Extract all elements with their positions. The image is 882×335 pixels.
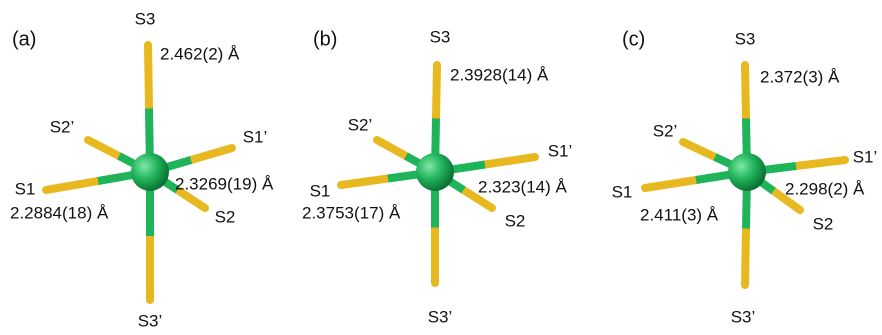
atom-label: S3 (135, 9, 156, 28)
bond-outer (645, 180, 696, 188)
bond-length: 2.411(3) Å (640, 205, 719, 224)
bond-outer (341, 179, 388, 186)
metal-atom (416, 153, 454, 191)
panel-label: (c) (622, 28, 645, 50)
atom-label: S3’ (731, 307, 756, 326)
bond-length: 2.372(3) Å (760, 67, 840, 86)
atom-label: S3 (430, 27, 451, 46)
bond-length: 2.3753(17) Å (302, 203, 401, 222)
atom-label: S3 (735, 29, 756, 48)
bond-length: 2.462(2) Å (160, 44, 240, 63)
atom-label: S1 (15, 179, 36, 198)
atom-label: S2 (505, 211, 526, 230)
bond-outer (88, 140, 119, 156)
figure: (a) S3 S2’ S1’ S1 S2 S3’ 2.462(2) Å 2.3269(19) Å… (0, 0, 882, 335)
bond-outer (377, 140, 406, 156)
atom-label: S1 (310, 181, 331, 200)
bond-length: 2.2884(18) Å (10, 203, 109, 222)
bond-length: 2.3928(14) Å (450, 65, 549, 84)
atom-label: S2 (813, 214, 834, 233)
panel-label: (a) (12, 28, 36, 50)
atom-label: S2 (215, 207, 236, 226)
panel-label: (b) (313, 28, 337, 50)
bond-outer (485, 157, 535, 165)
atom-label: S1’ (548, 141, 573, 160)
bond-length: 2.298(2) Å (785, 179, 865, 198)
bond-outer (46, 181, 98, 190)
atom-label: S1’ (243, 127, 268, 146)
atom-label: S2’ (348, 115, 373, 134)
atom-label: S3’ (138, 311, 163, 330)
atom-label: S2’ (50, 117, 75, 136)
atom-label: S2’ (653, 121, 678, 140)
bond-length: 2.3269(19) Å (175, 174, 274, 193)
metal-atom (728, 153, 766, 191)
bond-outer (683, 142, 715, 157)
bond-length: 2.323(14) Å (478, 177, 567, 196)
atom-label: S1 (612, 182, 633, 201)
metal-atom (131, 153, 169, 191)
bond-outer (745, 229, 746, 286)
panel: (b) S3 S2’ S1’ S1 S2 S3’ 2.3928(14) Å 2.323(14) … (302, 27, 572, 326)
atom-label: S3’ (428, 307, 453, 326)
bond-outer (191, 148, 232, 160)
bond-outer (745, 65, 746, 119)
panel: (c) S3 S2’ S1’ S1 S2 S3’ 2.372(3) Å 2.298(2) Å 2.… (612, 28, 878, 326)
panel: (a) S3 S2’ S1’ S1 S2 S3’ 2.462(2) Å 2.3269(19) Å… (10, 9, 274, 330)
bond-outer (796, 160, 845, 166)
bond-outer (436, 65, 437, 119)
bond-outer (148, 45, 149, 109)
atom-label: S1’ (853, 147, 878, 166)
